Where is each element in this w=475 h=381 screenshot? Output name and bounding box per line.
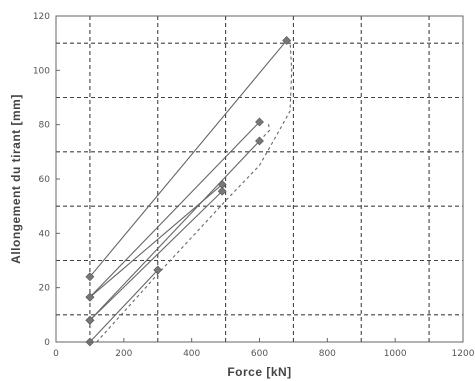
markers-layer: [85, 36, 292, 347]
y-tick-label: 40: [39, 229, 51, 239]
x-tick-label: 1200: [452, 349, 475, 359]
series-line: [89, 140, 260, 321]
series-line: [96, 40, 293, 343]
x-tick-label: 200: [115, 349, 132, 359]
y-tick-label: 120: [33, 12, 50, 22]
y-tick-label: 20: [39, 284, 51, 294]
y-tick-label: 60: [39, 175, 51, 185]
x-axis-title: Force [kN]: [227, 365, 291, 379]
data-point: [85, 315, 95, 325]
x-tick-label: 600: [251, 349, 268, 359]
data-point: [85, 292, 95, 302]
data-point: [255, 136, 264, 146]
y-tick-label: 0: [44, 338, 50, 348]
x-tick-label: 1000: [384, 349, 407, 359]
grid: [56, 16, 463, 342]
data-point: [153, 265, 163, 275]
data-point: [282, 36, 292, 45]
y-tick-label: 80: [39, 121, 51, 131]
series-layer: [89, 40, 293, 343]
tick-labels: 0 200 400 600 800 1000 1200 0 20 40 60 80 100 120: [33, 12, 475, 359]
x-tick-label: 800: [319, 349, 336, 359]
series-line: [89, 269, 159, 343]
series-line: [89, 121, 260, 298]
x-tick-label: 400: [183, 349, 200, 359]
series-line: [89, 190, 223, 321]
data-point: [255, 117, 264, 127]
series-line: [89, 40, 288, 278]
y-tick-label: 100: [33, 66, 50, 76]
data-point: [217, 186, 227, 196]
x-tick-label: 0: [53, 349, 59, 359]
series-line: [259, 121, 271, 142]
data-point: [85, 272, 95, 282]
y-axis-title: Allongement du tirant [mm]: [9, 94, 23, 264]
